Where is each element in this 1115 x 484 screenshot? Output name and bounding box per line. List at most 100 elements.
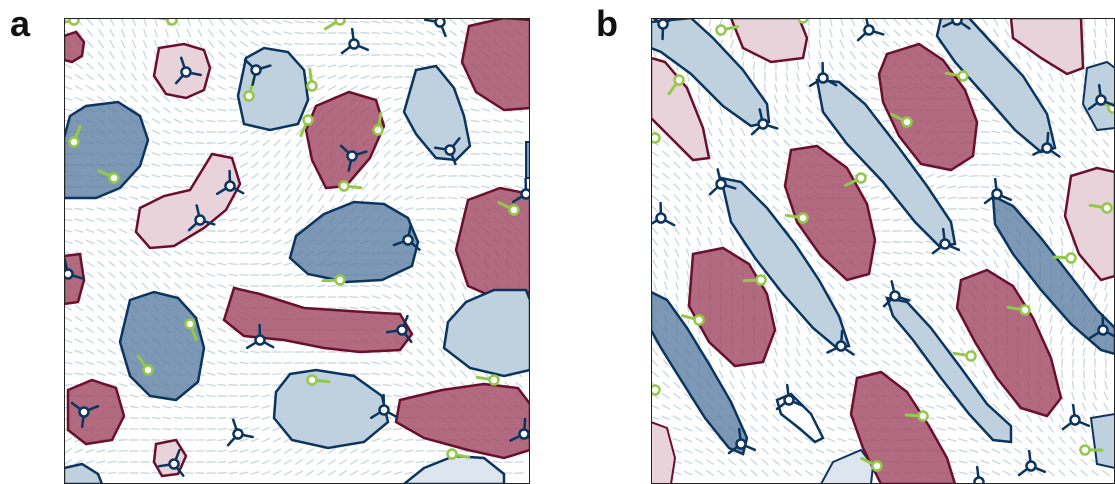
trefoil-marker-icon: [983, 177, 1013, 205]
director-segment: [848, 163, 858, 167]
director-segment: [415, 382, 425, 388]
director-segment: [416, 304, 424, 312]
director-segment: [915, 18, 923, 26]
director-segment: [947, 250, 957, 256]
director-segment: [860, 315, 868, 323]
director-segment: [969, 218, 979, 222]
domain-negative: [815, 78, 957, 248]
director-segment: [1013, 173, 1023, 179]
director-segment: [228, 151, 238, 157]
director-segment: [892, 218, 902, 222]
director-segment: [64, 85, 73, 91]
domain-negative: [442, 288, 530, 378]
director-segment: [438, 381, 446, 389]
director-segment: [1027, 292, 1031, 302]
director-segment: [296, 171, 302, 181]
comet-marker-icon: [952, 350, 977, 362]
comet-marker-icon: [1079, 444, 1104, 456]
director-segment: [1093, 28, 1097, 38]
director-segment: [316, 95, 326, 103]
director-segment: [107, 206, 117, 212]
director-segment: [97, 282, 105, 290]
director-segment: [860, 293, 868, 301]
director-segment: [816, 348, 824, 356]
director-segment: [393, 128, 403, 136]
director-segment: [783, 447, 791, 455]
director-segment: [783, 139, 791, 147]
director-segment: [805, 381, 813, 389]
director-segment: [881, 218, 891, 222]
director-segment: [64, 350, 73, 354]
director-segment: [717, 447, 725, 455]
director-segment: [349, 74, 359, 80]
director-segment: [793, 139, 803, 147]
director-segment: [261, 19, 271, 25]
director-segment: [151, 249, 161, 257]
director-segment: [131, 18, 137, 27]
director-segment: [250, 437, 260, 443]
trefoil-marker-icon: [70, 401, 100, 429]
director-segment: [294, 448, 304, 454]
director-segment: [129, 185, 139, 189]
director-segment: [372, 172, 380, 180]
director-segment: [915, 304, 923, 312]
director-segment: [1058, 458, 1066, 466]
director-segment: [980, 185, 990, 189]
director-segment: [151, 405, 161, 409]
director-segment: [97, 84, 105, 92]
director-segment: [729, 28, 735, 38]
director-segment: [118, 439, 128, 441]
trefoil-marker-icon: [651, 201, 676, 227]
director-segment: [261, 437, 271, 443]
director-segment: [228, 141, 238, 145]
director-segment: [882, 315, 890, 323]
director-segment: [673, 183, 681, 191]
comet-marker-icon: [306, 67, 318, 92]
director-segment: [393, 42, 403, 46]
director-segment: [773, 94, 779, 104]
director-segment: [64, 240, 73, 244]
director-segment: [914, 371, 924, 377]
director-segment: [707, 127, 713, 137]
director-segment: [806, 347, 812, 357]
director-segment: [108, 62, 116, 70]
comet-marker-icon: [651, 132, 661, 144]
director-segment: [807, 50, 811, 60]
director-segment: [772, 380, 780, 390]
director-segment: [383, 183, 391, 191]
director-segment: [393, 20, 403, 24]
director-segment: [338, 64, 348, 68]
director-segment: [992, 227, 1000, 235]
trefoil-marker-icon: [651, 18, 677, 41]
director-segment: [903, 272, 913, 278]
director-segment: [980, 207, 990, 211]
director-segment: [837, 449, 847, 453]
director-segment: [448, 238, 458, 246]
director-segment: [960, 325, 966, 335]
director-segment: [316, 361, 326, 365]
director-segment: [651, 183, 660, 191]
director-segment: [239, 251, 249, 255]
director-segment: [272, 285, 282, 287]
director-segment: [272, 372, 282, 376]
director-segment: [805, 106, 813, 114]
director-segment: [64, 305, 73, 311]
director-segment: [740, 248, 746, 258]
director-segment: [404, 30, 414, 36]
director-segment: [360, 20, 370, 24]
director-segment: [1013, 140, 1023, 146]
director-segment: [859, 185, 869, 189]
director-segment: [426, 174, 436, 178]
director-segment: [892, 348, 902, 356]
director-segment: [784, 347, 790, 357]
comet-marker-icon: [860, 457, 883, 472]
director-segment: [239, 372, 249, 376]
director-segment: [118, 382, 128, 388]
director-segment: [239, 184, 249, 190]
director-segment: [360, 74, 370, 80]
director-segment: [1047, 106, 1055, 114]
director-segment: [925, 40, 935, 48]
director-segment: [826, 129, 836, 135]
director-segment: [696, 105, 702, 115]
director-segment: [151, 471, 161, 475]
